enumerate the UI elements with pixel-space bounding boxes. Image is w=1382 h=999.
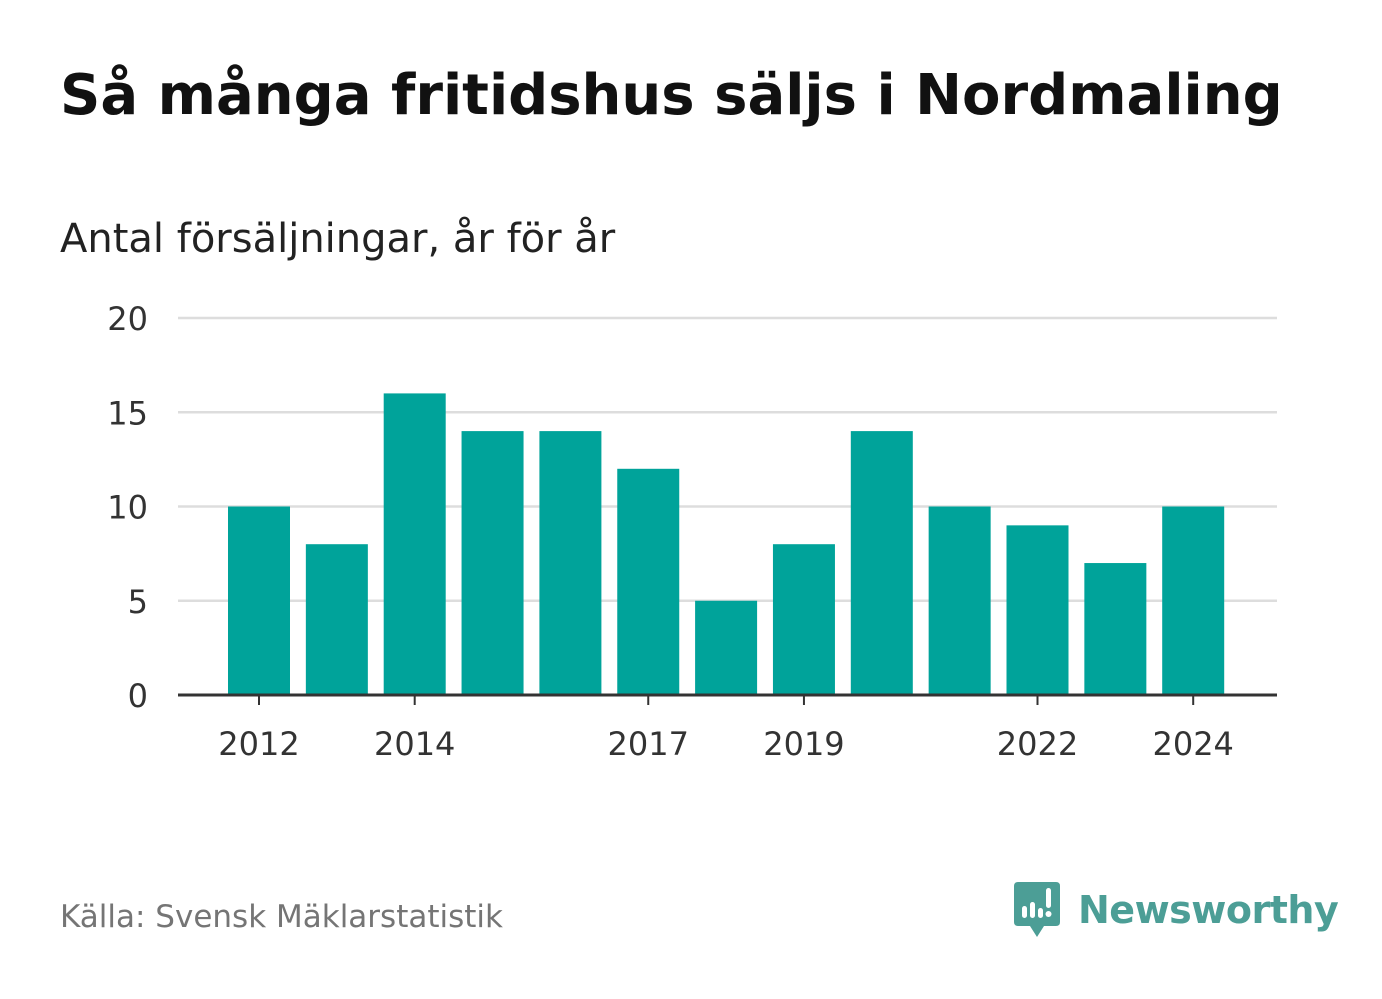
bar-2019 — [772, 544, 835, 695]
y-tick-label: 20 — [107, 300, 148, 338]
x-axis — [178, 693, 1277, 705]
brand-logo[interactable]: Newsworthy — [1012, 880, 1339, 940]
source-note: Källa: Svensk Mäklarstatistik — [60, 899, 503, 935]
y-tick-label: 0 — [128, 677, 148, 715]
bar-2012 — [228, 506, 290, 695]
y-tick-label: 5 — [128, 583, 148, 621]
chart-subtitle: Antal försäljningar, år för år — [60, 216, 616, 262]
bar-2016 — [539, 431, 602, 695]
bars — [228, 393, 1225, 695]
bar-2023 — [1084, 563, 1147, 695]
x-tick-label: 2014 — [374, 725, 455, 763]
bar-2015 — [461, 431, 524, 695]
newsworthy-logo-icon — [1014, 882, 1060, 937]
bar-2017 — [617, 468, 680, 695]
bar-2022 — [1006, 525, 1069, 695]
bar-2018 — [695, 600, 758, 695]
x-tick-label: 2024 — [1152, 725, 1233, 763]
x-tick-label: 2022 — [997, 725, 1078, 763]
brand-name: Newsworthy — [1078, 888, 1339, 932]
x-tick-label: 2017 — [608, 725, 689, 763]
bar-2014 — [383, 393, 446, 695]
y-tick-labels: 0 5 10 15 20 — [107, 300, 148, 715]
bar-2013 — [305, 544, 368, 695]
x-tick-label: 2019 — [763, 725, 844, 763]
x-tick-label: 2012 — [218, 725, 299, 763]
y-tick-label: 10 — [107, 489, 148, 527]
x-tick-labels: 2012 2014 2017 2019 2022 2024 — [218, 725, 1234, 763]
bar-2024 — [1162, 506, 1225, 695]
chart-title: Så många fritidshus säljs i Nordmaling — [60, 63, 1283, 128]
bar-2020 — [850, 431, 913, 695]
y-tick-label: 15 — [107, 394, 148, 432]
bar-2021 — [928, 506, 991, 695]
